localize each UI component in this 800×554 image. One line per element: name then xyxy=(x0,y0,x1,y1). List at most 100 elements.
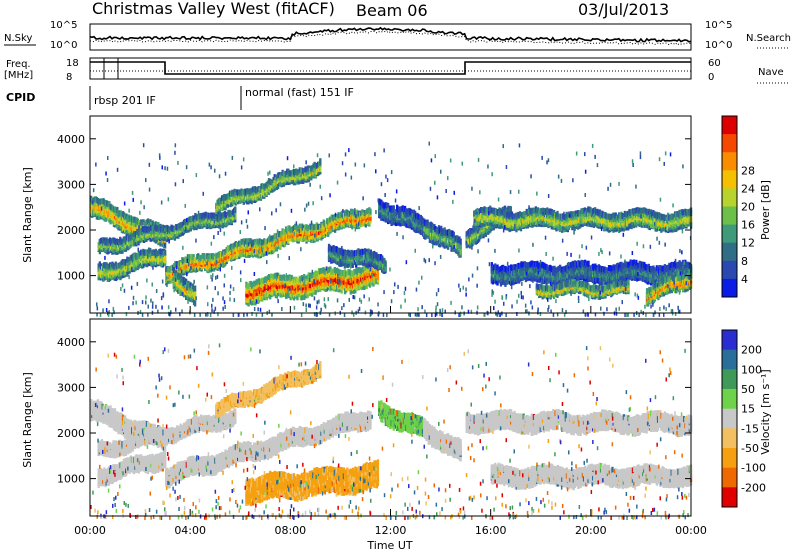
range-time-cell xyxy=(251,242,255,249)
range-time-cell xyxy=(93,204,96,211)
range-time-cell xyxy=(113,241,116,248)
range-time-cell xyxy=(282,233,285,240)
range-time-cell xyxy=(223,193,226,200)
range-time-cell xyxy=(338,223,341,230)
power-marks xyxy=(90,141,693,317)
range-time-cell xyxy=(310,233,313,240)
range-time-cell xyxy=(286,228,289,235)
range-time-cell xyxy=(157,225,161,232)
range-time-cell xyxy=(145,227,148,234)
range-time-cell xyxy=(190,257,193,264)
range-time-cell xyxy=(274,243,277,250)
range-time-cell xyxy=(341,210,345,217)
range-time-cell xyxy=(355,223,358,230)
range-time-cell xyxy=(207,212,211,219)
range-time-cell xyxy=(398,206,401,213)
range-time-cell xyxy=(143,226,146,233)
range-time-cell xyxy=(265,182,268,188)
range-time-cell xyxy=(207,217,211,224)
range-time-cell xyxy=(239,190,242,197)
range-time-cell xyxy=(252,186,256,193)
range-time-cell xyxy=(307,225,310,231)
range-time-cell xyxy=(255,242,258,249)
range-time-cell xyxy=(195,266,199,272)
range-time-cell xyxy=(184,256,187,263)
range-time-cell xyxy=(282,229,285,236)
range-time-cell xyxy=(250,187,253,194)
range-time-cell xyxy=(207,255,210,262)
range-time-cell xyxy=(246,239,249,245)
range-time-cell xyxy=(254,238,257,245)
range-time-cell xyxy=(226,219,229,226)
range-time-cell xyxy=(344,210,347,217)
range-time-cell xyxy=(298,223,301,230)
range-time-cell xyxy=(338,212,341,219)
range-time-cell xyxy=(148,226,151,233)
range-time-cell xyxy=(195,254,199,260)
range-time-cell xyxy=(187,263,191,270)
noise-tick-top: 10^5 xyxy=(50,20,77,31)
range-time-cell xyxy=(228,190,232,197)
range-time-cell xyxy=(349,208,353,215)
range-time-cell xyxy=(273,179,276,186)
range-time-cell xyxy=(263,238,266,245)
range-time-cell xyxy=(198,216,202,223)
range-time-cell xyxy=(117,209,120,216)
range-time-cell xyxy=(201,259,204,266)
range-time-cell xyxy=(115,238,118,245)
range-time-cell xyxy=(332,215,336,222)
range-time-cell xyxy=(305,232,308,238)
range-time-cell xyxy=(243,240,247,247)
range-time-cell xyxy=(124,226,127,233)
range-time-cell xyxy=(182,267,185,274)
range-time-cell xyxy=(344,220,347,227)
range-time-cell xyxy=(115,241,118,248)
noise-tick-top-right: 10^5 xyxy=(705,20,732,31)
range-time-cell xyxy=(209,259,212,266)
range-time-cell xyxy=(190,253,193,260)
range-time-cell xyxy=(247,188,250,195)
range-time-cell xyxy=(115,210,118,217)
range-time-cell xyxy=(327,218,330,225)
range-time-cell xyxy=(286,232,289,239)
range-time-cell xyxy=(299,228,302,235)
range-time-cell xyxy=(220,195,224,202)
range-time-cell xyxy=(154,224,157,231)
range-time-cell xyxy=(263,246,266,253)
range-time-cell xyxy=(236,195,240,202)
range-time-cell xyxy=(157,222,160,228)
range-time-cell xyxy=(106,239,109,246)
range-time-cell xyxy=(235,252,239,259)
nsky-line xyxy=(89,26,692,43)
range-time-cell xyxy=(271,244,274,251)
range-time-cell xyxy=(246,242,249,249)
freq-panel: Freq. [MHz] 18 8 60 0 Nave xyxy=(4,57,790,84)
range-time-cell xyxy=(159,240,162,247)
range-time-cell xyxy=(129,224,133,231)
range-time-cell xyxy=(211,213,214,220)
range-time-cell xyxy=(93,207,96,214)
range-time-cell xyxy=(271,186,274,193)
range-time-cell xyxy=(196,214,199,221)
range-time-cell xyxy=(279,174,282,181)
range-time-cell xyxy=(226,249,229,256)
range-time-cell xyxy=(96,213,100,220)
range-time-cell xyxy=(327,226,330,233)
range-time-cell xyxy=(288,229,291,235)
range-time-cell xyxy=(133,234,137,241)
range-time-cell xyxy=(117,221,120,228)
range-time-cell xyxy=(115,207,118,214)
range-time-cell xyxy=(361,209,364,216)
range-time-cell xyxy=(115,246,118,252)
range-time-cell xyxy=(265,188,268,195)
range-time-cell xyxy=(111,205,114,212)
range-time-cell xyxy=(181,221,184,228)
range-time-cell xyxy=(271,179,274,186)
range-time-cell xyxy=(182,258,185,265)
range-time-cell xyxy=(102,209,105,215)
range-time-cell xyxy=(294,234,297,241)
range-time-cell xyxy=(91,197,94,204)
range-time-cell xyxy=(111,213,114,220)
range-time-cell xyxy=(276,172,280,179)
range-time-cell xyxy=(224,254,227,260)
